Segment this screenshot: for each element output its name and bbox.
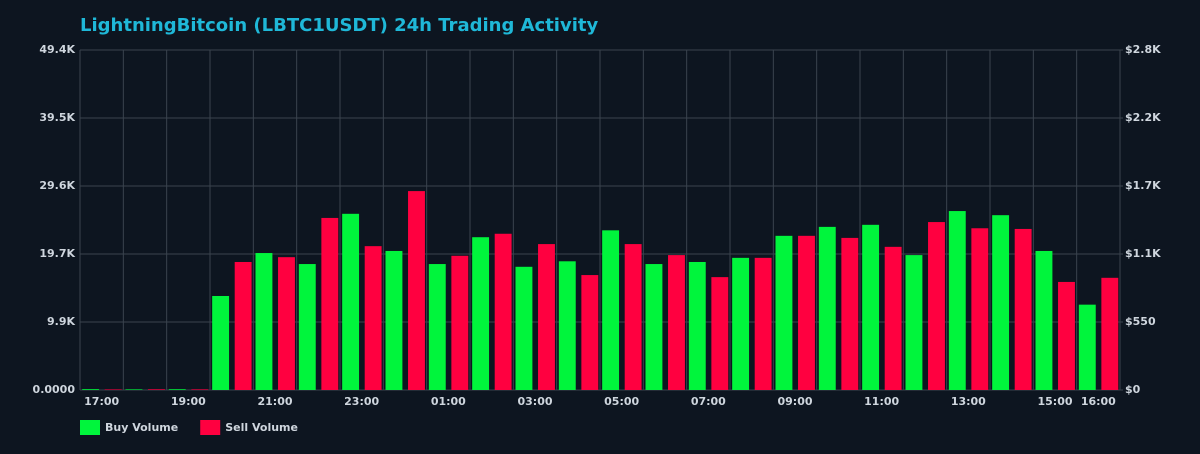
bar bbox=[538, 244, 555, 390]
bar bbox=[234, 261, 252, 390]
x-tick-label: 17:00 bbox=[84, 395, 119, 408]
y-tick-label: 49.4K bbox=[39, 43, 75, 56]
bar bbox=[948, 211, 966, 390]
x-tick-label: 21:00 bbox=[257, 395, 292, 408]
chart-title: LightningBitcoin (LBTC1USDT) 24h Trading… bbox=[80, 15, 598, 36]
x-tick-label: 09:00 bbox=[777, 395, 812, 408]
y2-tick-label: $550 bbox=[1125, 315, 1156, 328]
bar bbox=[125, 389, 143, 390]
bar bbox=[558, 261, 576, 390]
bar bbox=[775, 235, 793, 390]
bar bbox=[515, 266, 533, 390]
bar bbox=[928, 222, 945, 390]
bar bbox=[82, 389, 100, 390]
x-tick-label: 15:00 bbox=[1037, 395, 1072, 408]
y2-tick-label: $0 bbox=[1125, 383, 1141, 396]
bar bbox=[428, 264, 446, 390]
bar bbox=[472, 237, 490, 390]
bar bbox=[104, 389, 122, 390]
bar bbox=[905, 255, 923, 390]
x-tick-label: 16:00 bbox=[1081, 395, 1116, 408]
bar bbox=[1101, 277, 1119, 390]
bar bbox=[992, 215, 1010, 390]
bar bbox=[148, 389, 165, 390]
y2-tick-label: $1.1K bbox=[1125, 247, 1161, 260]
bar bbox=[408, 191, 425, 390]
bar bbox=[1035, 250, 1053, 390]
legend-label: Buy Volume bbox=[105, 421, 178, 434]
bar bbox=[818, 226, 836, 390]
bar bbox=[688, 261, 706, 390]
bar bbox=[841, 237, 859, 390]
x-tick-label: 01:00 bbox=[431, 395, 466, 408]
bar bbox=[255, 253, 273, 390]
bar bbox=[798, 235, 815, 390]
x-tick-label: 23:00 bbox=[344, 395, 379, 408]
x-tick-label: 19:00 bbox=[171, 395, 206, 408]
bar bbox=[754, 257, 772, 390]
bar bbox=[884, 246, 902, 390]
x-tick-label: 05:00 bbox=[604, 395, 639, 408]
y2-tick-label: $2.8K bbox=[1125, 43, 1161, 56]
legend-label: Sell Volume bbox=[225, 421, 298, 434]
bar bbox=[342, 213, 360, 390]
legend-swatch bbox=[80, 420, 100, 435]
bar bbox=[1014, 228, 1032, 390]
bar bbox=[451, 255, 469, 390]
bar bbox=[298, 264, 316, 390]
x-tick-label: 03:00 bbox=[517, 395, 552, 408]
bar bbox=[212, 295, 230, 390]
bar bbox=[385, 250, 403, 390]
y-tick-label: 39.5K bbox=[39, 111, 75, 124]
bar bbox=[364, 246, 382, 390]
bar bbox=[1058, 281, 1075, 390]
bar bbox=[602, 230, 620, 390]
x-tick-label: 07:00 bbox=[691, 395, 726, 408]
y-tick-label: 19.7K bbox=[39, 247, 75, 260]
legend-swatch bbox=[200, 420, 221, 435]
bar bbox=[645, 264, 663, 390]
bar bbox=[862, 224, 880, 390]
bar bbox=[711, 277, 729, 390]
y2-tick-label: $2.2K bbox=[1125, 111, 1161, 124]
bar bbox=[971, 228, 989, 390]
bar bbox=[321, 217, 339, 390]
bar bbox=[168, 389, 186, 390]
bar bbox=[1078, 304, 1096, 390]
y2-tick-label: $1.7K bbox=[1125, 179, 1161, 192]
bar bbox=[668, 255, 685, 390]
y-tick-label: 9.9K bbox=[47, 315, 75, 328]
bar bbox=[494, 233, 512, 390]
x-tick-label: 11:00 bbox=[864, 395, 899, 408]
bar bbox=[191, 389, 209, 390]
x-tick-label: 13:00 bbox=[951, 395, 986, 408]
bar bbox=[732, 257, 750, 390]
bar bbox=[278, 257, 295, 390]
bar bbox=[624, 244, 642, 390]
bar bbox=[581, 275, 599, 390]
y-tick-label: 0.0000 bbox=[33, 383, 76, 396]
y-tick-label: 29.6K bbox=[39, 179, 75, 192]
